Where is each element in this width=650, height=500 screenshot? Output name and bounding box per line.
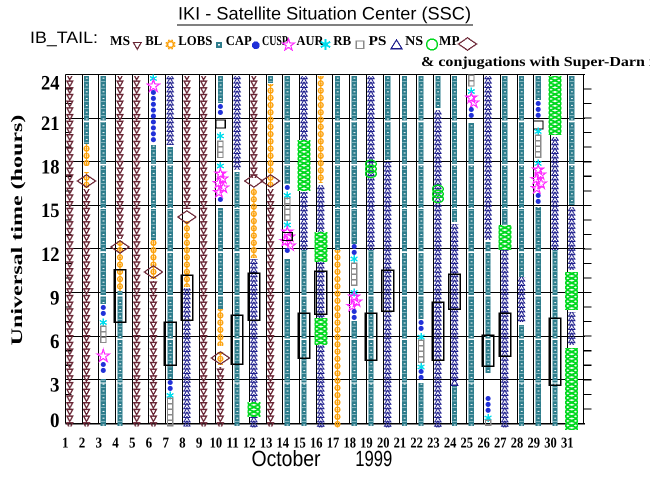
svg-text:CUSP: CUSP xyxy=(262,33,288,48)
svg-text:2: 2 xyxy=(79,436,86,452)
svg-text:LOBS: LOBS xyxy=(178,33,212,48)
svg-text:5: 5 xyxy=(129,436,136,452)
svg-text:MS: MS xyxy=(110,33,130,48)
svg-text:21: 21 xyxy=(41,113,60,135)
svg-text:BL: BL xyxy=(145,33,162,48)
svg-text:24: 24 xyxy=(41,73,60,95)
svg-text:7: 7 xyxy=(162,436,169,452)
svg-text:1: 1 xyxy=(62,436,69,452)
svg-text:AUR: AUR xyxy=(297,33,324,48)
svg-text:& conjugations with Super-Darn: & conjugations with Super-Darn r xyxy=(421,54,650,70)
svg-text:18: 18 xyxy=(343,436,356,452)
svg-text:25: 25 xyxy=(461,436,474,452)
svg-text:RB: RB xyxy=(333,33,351,48)
svg-text:4: 4 xyxy=(112,436,119,452)
svg-text:19: 19 xyxy=(360,436,373,452)
svg-text:28: 28 xyxy=(511,436,524,452)
svg-text:14: 14 xyxy=(277,436,290,452)
svg-text:3: 3 xyxy=(96,436,103,452)
svg-text:IB_TAIL:: IB_TAIL: xyxy=(30,29,98,47)
svg-text:22: 22 xyxy=(410,436,423,452)
svg-text:23: 23 xyxy=(427,436,440,452)
svg-text:3: 3 xyxy=(50,375,60,397)
svg-text:15: 15 xyxy=(293,436,306,452)
svg-text:6: 6 xyxy=(146,436,153,452)
svg-text:PS: PS xyxy=(369,33,387,48)
svg-text:9: 9 xyxy=(50,287,60,309)
svg-text:20: 20 xyxy=(377,436,390,452)
svg-text:21: 21 xyxy=(394,436,407,452)
svg-text:9: 9 xyxy=(196,436,203,452)
svg-text:18: 18 xyxy=(41,157,60,179)
svg-text:8: 8 xyxy=(179,436,186,452)
svg-text:NS: NS xyxy=(405,33,423,48)
svg-text:12: 12 xyxy=(243,436,256,452)
svg-text:31: 31 xyxy=(561,436,574,452)
svg-text:11: 11 xyxy=(226,436,239,452)
svg-text:October: October xyxy=(252,446,321,471)
svg-text:24: 24 xyxy=(444,436,457,452)
svg-text:16: 16 xyxy=(310,436,323,452)
svg-text:17: 17 xyxy=(327,436,340,452)
svg-text:10: 10 xyxy=(210,436,223,452)
svg-text:0: 0 xyxy=(50,410,60,432)
svg-text:26: 26 xyxy=(477,436,490,452)
svg-text:13: 13 xyxy=(260,436,273,452)
svg-text:Universal time (hours): Universal time (hours) xyxy=(9,115,26,346)
svg-text:MP: MP xyxy=(439,33,460,48)
svg-text:27: 27 xyxy=(494,436,507,452)
svg-text:6: 6 xyxy=(50,331,60,353)
svg-text:12: 12 xyxy=(41,244,60,266)
svg-text:IKI - Satellite Situation Cent: IKI - Satellite Situation Center (SSC) xyxy=(178,4,471,24)
svg-text:1999: 1999 xyxy=(355,446,392,471)
svg-text:CAP: CAP xyxy=(226,33,252,48)
svg-text:30: 30 xyxy=(544,436,557,452)
svg-text:15: 15 xyxy=(41,200,60,222)
svg-text:29: 29 xyxy=(527,436,540,452)
